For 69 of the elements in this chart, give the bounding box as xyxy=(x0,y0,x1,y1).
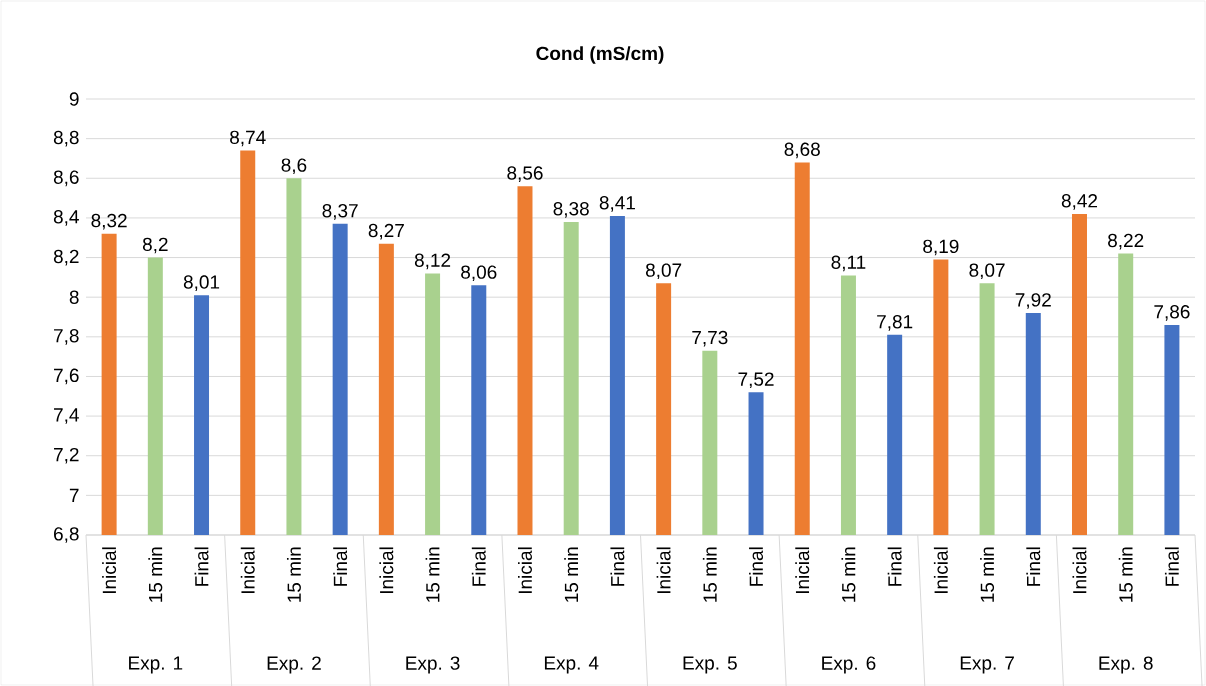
y-tick-label: 7,2 xyxy=(54,447,79,464)
text: 15 min xyxy=(980,547,995,602)
text: Inicial xyxy=(240,547,255,594)
data-label: 8,06 xyxy=(461,265,497,282)
x-tick-label: Exp. 2 xyxy=(267,656,321,674)
text: 15 min xyxy=(1118,547,1133,602)
data-label: 8,32 xyxy=(91,213,127,230)
text: Final xyxy=(194,547,209,586)
x-tick-label: Exp. 7 xyxy=(960,656,1014,674)
text: Inicial xyxy=(933,547,948,594)
x-tick-label: Exp. 6 xyxy=(822,656,876,674)
data-label: 8,01 xyxy=(183,275,220,292)
y-tick-label: 7,8 xyxy=(54,328,79,345)
data-label: 8,12 xyxy=(414,253,451,270)
data-label: 8,37 xyxy=(322,203,358,220)
data-label: 8,11 xyxy=(831,255,866,272)
y-tick-label: 8,8 xyxy=(53,130,79,147)
data-label: 8,38 xyxy=(553,201,589,218)
data-label: 8,07 xyxy=(645,263,682,280)
text: 15 min xyxy=(148,547,163,602)
y-tick-label: 8 xyxy=(69,290,79,304)
text: Final xyxy=(1164,547,1179,586)
text: Inicial xyxy=(518,547,532,594)
text: Inicial xyxy=(102,547,117,594)
x-tick-label: Exp. 1 xyxy=(129,656,183,674)
text: Final xyxy=(749,547,764,586)
y-tick-label: 8,4 xyxy=(53,210,79,226)
text: Inicial xyxy=(379,547,394,594)
data-label: 8,6 xyxy=(281,158,307,175)
data-label: 8,42 xyxy=(1061,194,1098,210)
text: Inicial xyxy=(1072,547,1087,594)
x-tick-label: Exp. 4 xyxy=(544,656,599,674)
data-label: 8,07 xyxy=(969,263,1005,280)
text: 15 min xyxy=(841,547,856,602)
y-tick-label: 7,6 xyxy=(54,368,79,385)
data-label: 8,27 xyxy=(368,223,404,240)
text: Final xyxy=(610,547,625,586)
y-tick-label: 8,2 xyxy=(53,249,79,266)
text: 15 min xyxy=(702,547,717,602)
chart-title: Cond (mS/cm) xyxy=(536,46,664,64)
y-tick-label: 9 xyxy=(69,92,79,106)
text: Final xyxy=(1026,547,1041,586)
data-label: 8,22 xyxy=(1108,233,1144,250)
data-label: 8,41 xyxy=(599,196,635,212)
text: Final xyxy=(333,547,348,586)
data-label: 7,92 xyxy=(1015,293,1051,309)
text: 15 min xyxy=(425,547,440,602)
data-label: 7,86 xyxy=(1154,305,1190,321)
data-label: 7,52 xyxy=(738,372,774,389)
data-label: 7,81 xyxy=(877,314,913,331)
text: Inicial xyxy=(795,547,810,594)
text: Final xyxy=(887,547,902,586)
text: Final xyxy=(471,547,486,586)
data-label: 8,56 xyxy=(507,166,543,183)
y-tick-label: 7,4 xyxy=(54,408,79,424)
x-tick-label: Exp. 3 xyxy=(406,656,460,674)
y-tick-label: 8,6 xyxy=(53,170,79,187)
text: 15 min xyxy=(564,547,579,602)
data-label: 8,74 xyxy=(230,130,266,147)
data-label: 7,73 xyxy=(692,330,728,347)
text: 15 min xyxy=(286,547,301,602)
data-label: 8,19 xyxy=(923,239,959,256)
x-tick-label: Exp. 5 xyxy=(683,656,737,674)
y-tick-label: 7 xyxy=(69,488,79,502)
y-tick-label: 6,8 xyxy=(54,527,79,543)
data-label: 8,2 xyxy=(142,237,168,254)
data-label: 8,68 xyxy=(784,142,820,159)
text: Inicial xyxy=(656,547,671,594)
x-tick-label: Exp. 8 xyxy=(1099,656,1153,674)
